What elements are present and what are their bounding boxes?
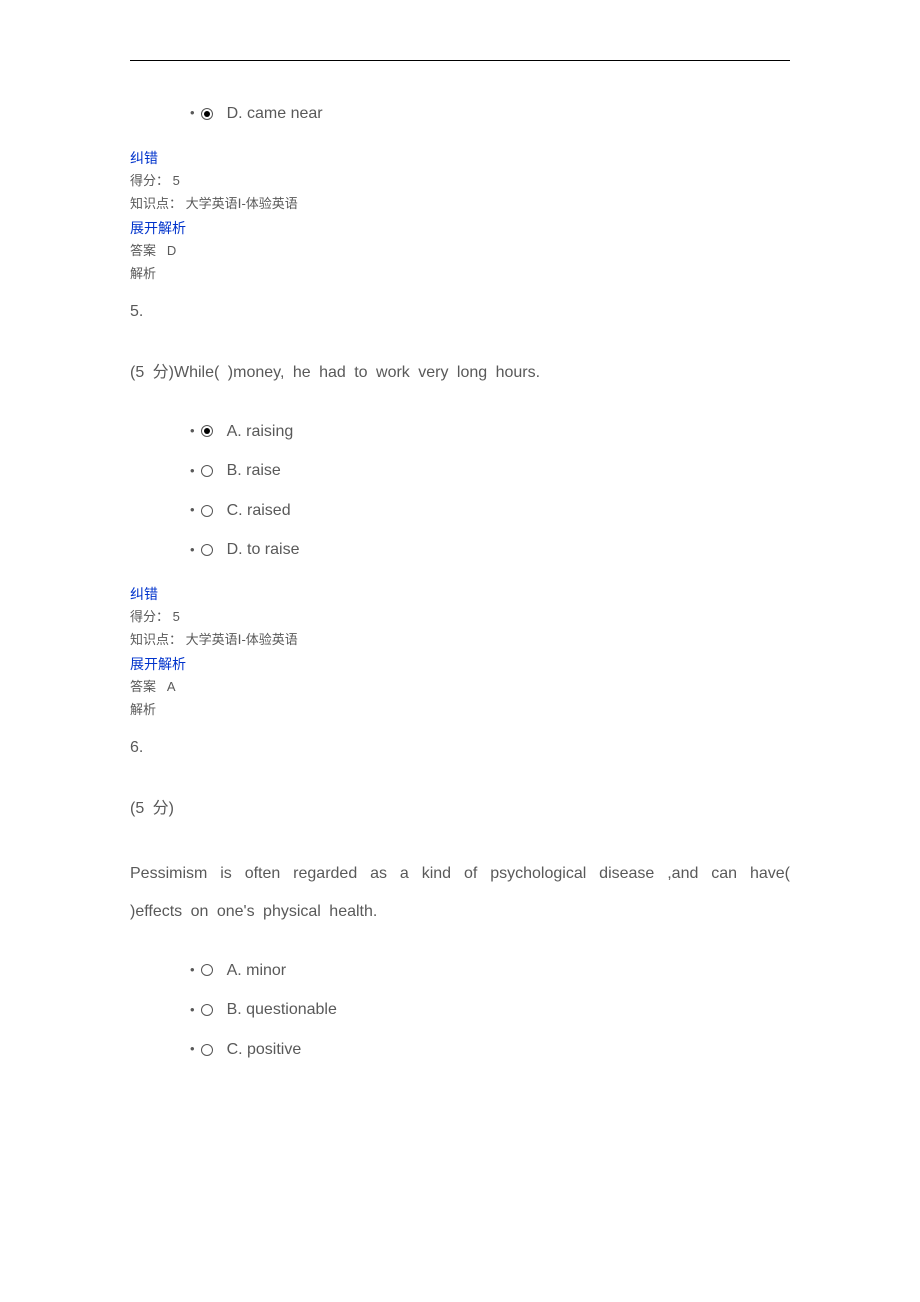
- score-value: 5: [173, 609, 180, 624]
- radio-icon[interactable]: [201, 505, 213, 517]
- q5-options: • A. raising • B. raise • C. raised • D.…: [190, 419, 790, 563]
- explanation-label: 解析: [130, 700, 790, 721]
- radio-icon[interactable]: [201, 425, 213, 437]
- q6-option-c[interactable]: • C. positive: [190, 1037, 790, 1063]
- kp-value: 大学英语Ⅰ-体验英语: [186, 632, 298, 647]
- answer-line: 答案 D: [130, 241, 790, 262]
- option-text: D. came near: [227, 101, 323, 127]
- option-text: A. raising: [227, 419, 294, 445]
- q6-stem-prefix: (5 分): [130, 790, 790, 828]
- q5-stem: (5 分)While( )money, he had to work very …: [130, 354, 790, 392]
- q6-stem: Pessimism is often regarded as a kind of…: [130, 855, 790, 932]
- radio-icon[interactable]: [201, 108, 213, 120]
- explanation-label: 解析: [130, 264, 790, 285]
- q6-option-a[interactable]: • A. minor: [190, 958, 790, 984]
- kp-line: 知识点： 大学英语Ⅰ-体验英语: [130, 194, 790, 215]
- q5-option-d[interactable]: • D. to raise: [190, 537, 790, 563]
- kp-label: 知识点：: [130, 632, 182, 647]
- list-bullet: •: [190, 960, 195, 981]
- kp-label: 知识点：: [130, 196, 182, 211]
- list-bullet: •: [190, 103, 195, 124]
- list-bullet: •: [190, 500, 195, 521]
- q4-options-tail: • D. came near: [190, 101, 790, 127]
- radio-icon[interactable]: [201, 1044, 213, 1056]
- expand-explanation-link[interactable]: 展开解析: [130, 653, 790, 675]
- radio-icon[interactable]: [201, 964, 213, 976]
- list-bullet: •: [190, 1039, 195, 1060]
- answer-label: 答案: [130, 679, 156, 694]
- option-text: B. raise: [227, 458, 281, 484]
- q4-option-d[interactable]: • D. came near: [190, 101, 790, 127]
- score-label: 得分：: [130, 609, 169, 624]
- page-top-rule: [130, 60, 790, 61]
- option-text: B. questionable: [227, 997, 337, 1023]
- q5-option-b[interactable]: • B. raise: [190, 458, 790, 484]
- radio-icon[interactable]: [201, 544, 213, 556]
- list-bullet: •: [190, 421, 195, 442]
- list-bullet: •: [190, 1000, 195, 1021]
- list-bullet: •: [190, 540, 195, 561]
- expand-explanation-link[interactable]: 展开解析: [130, 217, 790, 239]
- answer-value: D: [167, 243, 176, 258]
- score-value: 5: [173, 173, 180, 188]
- answer-value: A: [167, 679, 176, 694]
- answer-line: 答案 A: [130, 677, 790, 698]
- report-error-link[interactable]: 纠错: [130, 147, 790, 169]
- report-error-link[interactable]: 纠错: [130, 583, 790, 605]
- kp-line: 知识点： 大学英语Ⅰ-体验英语: [130, 630, 790, 651]
- option-text: C. raised: [227, 498, 291, 524]
- option-text: D. to raise: [227, 537, 300, 563]
- score-label: 得分：: [130, 173, 169, 188]
- question-number-5: 5.: [130, 299, 790, 325]
- radio-icon[interactable]: [201, 1004, 213, 1016]
- q6-option-b[interactable]: • B. questionable: [190, 997, 790, 1023]
- answer-label: 答案: [130, 243, 156, 258]
- list-bullet: •: [190, 461, 195, 482]
- score-line: 得分： 5: [130, 171, 790, 192]
- q5-option-c[interactable]: • C. raised: [190, 498, 790, 524]
- radio-icon[interactable]: [201, 465, 213, 477]
- score-line: 得分： 5: [130, 607, 790, 628]
- question-number-6: 6.: [130, 735, 790, 761]
- q5-option-a[interactable]: • A. raising: [190, 419, 790, 445]
- option-text: C. positive: [227, 1037, 302, 1063]
- option-text: A. minor: [227, 958, 287, 984]
- q6-options: • A. minor • B. questionable • C. positi…: [190, 958, 790, 1063]
- kp-value: 大学英语Ⅰ-体验英语: [186, 196, 298, 211]
